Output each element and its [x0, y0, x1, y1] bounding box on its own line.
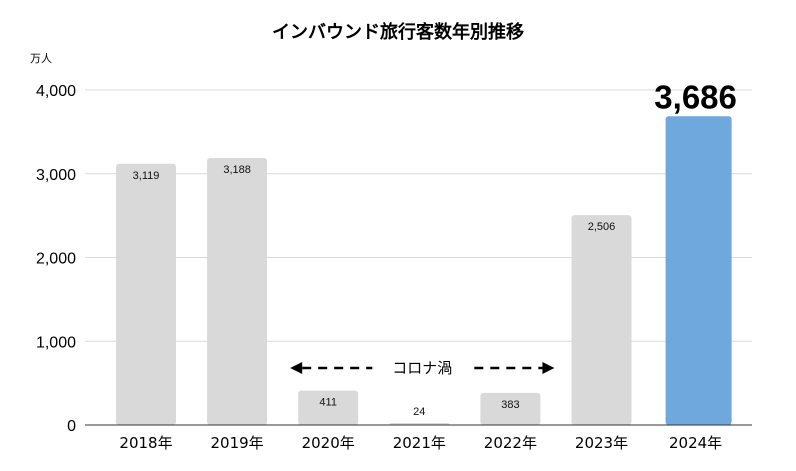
x-tick-label: 2019年 — [211, 434, 264, 452]
bar — [665, 116, 732, 426]
y-tick-label: 1,000 — [36, 334, 76, 351]
x-tick-label: 2022年 — [484, 434, 537, 452]
chart-title: インバウンド旅行客数年別推移 — [272, 21, 524, 43]
covid-annotation: コロナ渦 — [290, 359, 555, 377]
bar — [480, 392, 541, 425]
bar — [116, 163, 176, 425]
y-axis-ticks: 0 1,000 2,000 3,000 4,000 — [36, 83, 76, 435]
right-arrow-icon — [542, 362, 555, 374]
x-axis-ticks: 2018年 2019年 2020年 2021年 2022年 2023年 2024年 — [119, 434, 722, 452]
y-tick-label: 0 — [67, 418, 76, 435]
bar — [571, 215, 632, 425]
data-label: 3,119 — [133, 170, 160, 182]
x-tick-label: 2024年 — [669, 434, 722, 452]
y-tick-label: 3,000 — [36, 167, 76, 184]
x-tick-label: 2020年 — [302, 434, 355, 452]
data-label: 3,686 — [654, 78, 737, 115]
data-label: 3,188 — [223, 164, 251, 176]
data-label: 24 — [413, 406, 425, 418]
data-label: 2,506 — [588, 221, 616, 233]
bar — [207, 158, 268, 425]
bars — [116, 116, 732, 426]
bar — [298, 390, 359, 425]
x-tick-label: 2018年 — [119, 434, 172, 452]
bar — [389, 422, 450, 425]
annotation-label: コロナ渦 — [392, 359, 452, 377]
data-label: 411 — [319, 397, 337, 409]
left-arrow-icon — [290, 362, 303, 374]
y-tick-label: 4,000 — [36, 83, 76, 100]
y-tick-label: 2,000 — [36, 251, 76, 268]
data-labels: 3,119 3,188 411 24 383 2,506 3,686 — [133, 78, 737, 418]
x-tick-label: 2021年 — [393, 434, 446, 452]
data-label: 383 — [501, 399, 519, 411]
gridlines — [85, 89, 752, 342]
y-unit-label: 万人 — [30, 52, 52, 65]
x-tick-label: 2023年 — [575, 434, 628, 452]
